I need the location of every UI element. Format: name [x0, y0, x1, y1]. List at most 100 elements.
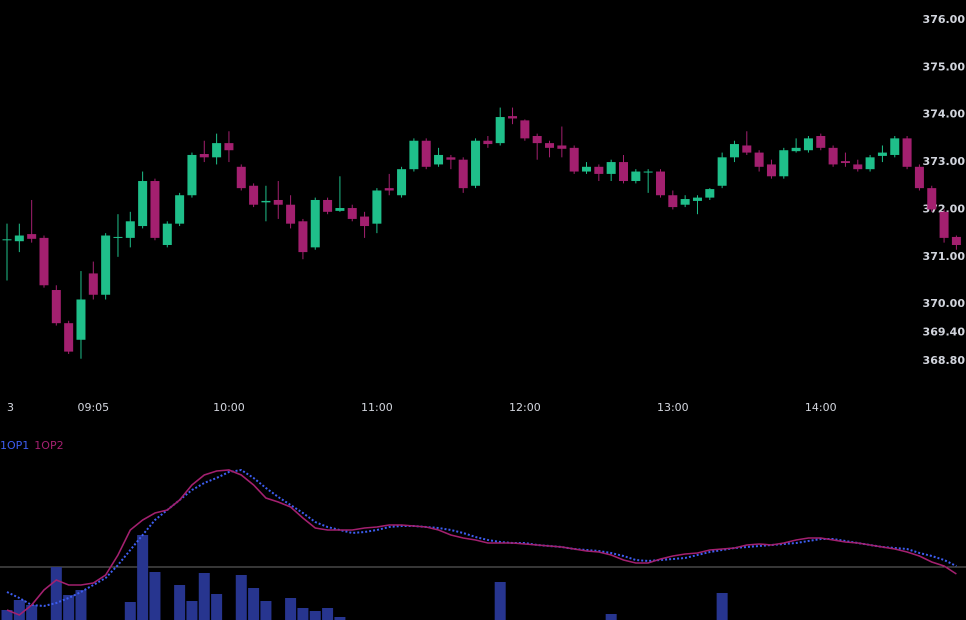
- candle-body: [569, 147, 579, 172]
- candle-body: [64, 323, 74, 352]
- x-tick-label: 14:00: [805, 401, 837, 414]
- candle-body: [655, 171, 665, 196]
- candle-body: [2, 239, 12, 241]
- candle-body: [471, 140, 481, 186]
- histogram-bar: [334, 617, 346, 620]
- candle-body: [619, 162, 628, 182]
- histogram-bar: [211, 594, 223, 620]
- legend-entry: 1OP1: [0, 439, 29, 452]
- histogram-bar: [716, 593, 728, 620]
- candle-body: [323, 199, 333, 212]
- candle-body: [766, 164, 776, 177]
- histogram-bar: [174, 585, 186, 620]
- candle-body: [39, 237, 49, 286]
- candle-body: [582, 166, 592, 172]
- histogram-bar: [309, 611, 321, 620]
- histogram-bar: [285, 598, 297, 620]
- candle-body: [434, 154, 444, 165]
- candle-body: [816, 136, 826, 148]
- candle-body: [692, 197, 702, 201]
- y-tick-label: 368.80: [923, 354, 966, 367]
- candle-body: [545, 143, 555, 148]
- candle-body: [347, 208, 357, 219]
- candle-body: [335, 208, 345, 211]
- candle-body: [508, 116, 518, 119]
- histogram-bar: [605, 614, 617, 620]
- histogram-bar: [75, 590, 87, 620]
- candle-body: [286, 204, 296, 224]
- candle-body: [483, 140, 493, 145]
- x-tick-label: 09:05: [77, 401, 109, 414]
- candle-body: [853, 164, 863, 170]
- candle-body: [742, 145, 752, 153]
- candle-body: [594, 166, 604, 174]
- histogram-bar: [137, 535, 149, 620]
- candle-body: [643, 171, 653, 173]
- histogram-bar: [494, 582, 506, 620]
- candle-body: [914, 166, 924, 189]
- histogram-bar: [248, 588, 260, 620]
- candle-body: [717, 157, 727, 186]
- candle-body: [360, 216, 370, 227]
- x-tick-label: 10:00: [213, 401, 245, 414]
- candle-body: [668, 195, 678, 208]
- candle-body: [803, 138, 813, 151]
- candle-body: [113, 236, 123, 238]
- histogram-bar: [1, 610, 13, 620]
- candle-body: [557, 145, 567, 149]
- histogram-bar: [322, 608, 334, 620]
- candle-body: [310, 199, 320, 248]
- candle-body: [212, 143, 222, 158]
- histogram-bar: [235, 575, 247, 620]
- candle-body: [409, 140, 419, 170]
- candle-body: [729, 144, 739, 158]
- candle-body: [458, 159, 468, 189]
- candle-body: [951, 236, 961, 245]
- y-tick-label: 374.00: [923, 108, 966, 121]
- candle-body: [162, 223, 172, 245]
- candle-body: [890, 138, 900, 155]
- y-tick-label: 371.00: [923, 250, 966, 263]
- candle-body: [298, 221, 308, 253]
- indicator-line: [6, 468, 957, 608]
- candle-body: [939, 211, 949, 238]
- candle-body: [446, 157, 456, 160]
- candle-body: [495, 117, 505, 144]
- candle-body: [150, 181, 160, 238]
- candle-body: [877, 152, 887, 156]
- candle-body: [754, 152, 764, 167]
- y-tick-label: 369.40: [923, 326, 966, 339]
- candle-body: [224, 143, 234, 151]
- candle-body: [705, 189, 715, 198]
- x-tick-label: 12:00: [509, 401, 541, 414]
- candle-body: [125, 221, 135, 238]
- legend-entry: 1OP2: [34, 439, 63, 452]
- candle-body: [421, 140, 431, 167]
- candle-body: [199, 154, 209, 158]
- histogram-bar: [297, 608, 309, 620]
- indicator-line: [6, 469, 957, 616]
- candle-body: [828, 147, 838, 165]
- candle-body: [27, 234, 37, 239]
- candle-body: [902, 138, 912, 167]
- candle-body: [249, 185, 259, 205]
- x-tick-label: 11:00: [361, 401, 393, 414]
- candle-body: [14, 235, 24, 242]
- histogram-bar: [13, 600, 25, 620]
- candle-body: [76, 299, 86, 340]
- candle-body: [187, 154, 197, 196]
- candle-body: [397, 169, 407, 196]
- candle-body: [384, 188, 394, 191]
- histogram-bar: [50, 567, 62, 620]
- candle-body: [138, 181, 148, 227]
- candle-body: [88, 273, 98, 295]
- candle-body: [273, 199, 283, 205]
- candle-body: [840, 161, 850, 164]
- candle-body: [927, 188, 937, 210]
- candle-body: [631, 171, 641, 182]
- y-tick-label: 375.00: [923, 60, 966, 73]
- candle-body: [606, 162, 616, 174]
- candle-body: [865, 157, 875, 170]
